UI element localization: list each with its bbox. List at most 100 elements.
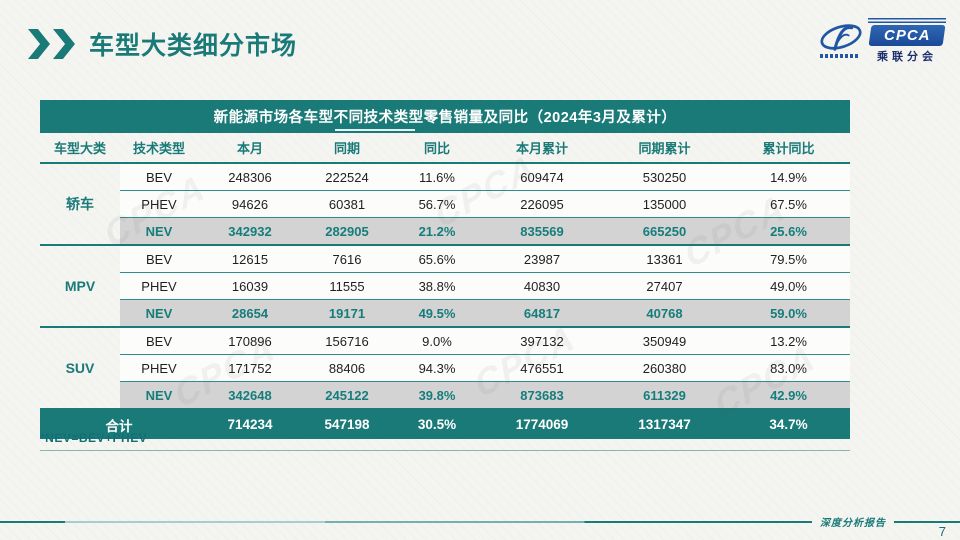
value-cell: 65.6% <box>392 245 482 273</box>
value-cell: 342648 <box>198 381 302 410</box>
table-title-band: 新能源市场各车型不同技术类型零售销量及同比（2024年3月及累计） <box>40 100 850 133</box>
footnote: *NEV=BEV+PHEV <box>40 431 148 445</box>
table-header-row: 车型大类 技术类型 本月 同期 同比 本月累计 同期累计 累计同比 <box>40 133 850 164</box>
value-cell: 222524 <box>302 163 392 191</box>
value-cell: 12615 <box>198 245 302 273</box>
table-total-row: 合计 714234 547198 30.5% 1774069 1317347 34.7% <box>40 409 850 439</box>
group-label-0: 轿车 <box>40 163 120 246</box>
value-cell: 835569 <box>482 217 602 246</box>
value-cell: 282905 <box>302 217 392 246</box>
value-cell: 9.0% <box>392 327 482 355</box>
total-value-cell: 30.5% <box>392 409 482 439</box>
value-cell: 611329 <box>602 381 727 410</box>
value-cell: 83.0% <box>727 354 850 382</box>
column-header: 累计同比 <box>727 133 850 164</box>
value-cell: 59.0% <box>727 299 850 328</box>
total-value-cell: 547198 <box>302 409 392 439</box>
value-cell: 19171 <box>302 299 392 328</box>
column-header: 同期累计 <box>602 133 727 164</box>
group-label-1: MPV <box>40 245 120 328</box>
cpca-wordmark: CPCA <box>868 25 946 46</box>
value-cell: 11555 <box>302 272 392 300</box>
value-cell: 39.8% <box>392 381 482 410</box>
value-cell: 27407 <box>602 272 727 300</box>
value-cell: 665250 <box>602 217 727 246</box>
tech-type-cell: NEV <box>120 217 198 246</box>
value-cell: 170896 <box>198 327 302 355</box>
value-cell: 28654 <box>198 299 302 328</box>
page-number: 7 <box>938 524 946 539</box>
value-cell: 21.2% <box>392 217 482 246</box>
table-row: NEV 342648 245122 39.8% 873683 611329 42.9% <box>40 381 850 410</box>
value-cell: 397132 <box>482 327 602 355</box>
logo-text-block: CPCA 乘联分会 <box>868 18 946 64</box>
value-cell: 49.5% <box>392 299 482 328</box>
tech-type-cell: NEV <box>120 299 198 328</box>
value-cell: 7616 <box>302 245 392 273</box>
value-cell: 56.7% <box>392 190 482 218</box>
footnote-underline <box>40 450 850 451</box>
value-cell: 248306 <box>198 163 302 191</box>
tech-type-cell: PHEV <box>120 354 198 382</box>
market-table: 新能源市场各车型不同技术类型零售销量及同比（2024年3月及累计） 车型大类 技术… <box>40 100 850 439</box>
value-cell: 40768 <box>602 299 727 328</box>
column-header: 本月 <box>198 133 302 164</box>
logo-small-text-bar <box>820 54 860 58</box>
value-cell: 14.9% <box>727 163 850 191</box>
value-cell: 16039 <box>198 272 302 300</box>
cpca-logo: CPCA 乘联分会 <box>818 18 946 70</box>
footer-line <box>0 521 812 523</box>
value-cell: 49.0% <box>727 272 850 300</box>
value-cell: 79.5% <box>727 245 850 273</box>
chevron-icon <box>28 29 50 59</box>
value-cell: 25.6% <box>727 217 850 246</box>
footer-report-label: 深度分析报告 <box>820 518 886 529</box>
tech-type-cell: BEV <box>120 245 198 273</box>
title-underline <box>335 129 415 131</box>
page-title: 车型大类细分市场 <box>89 32 298 60</box>
value-cell: 530250 <box>602 163 727 191</box>
value-cell: 13.2% <box>727 327 850 355</box>
value-cell: 171752 <box>198 354 302 382</box>
group-label-2: SUV <box>40 327 120 410</box>
value-cell: 135000 <box>602 190 727 218</box>
total-value-cell: 1317347 <box>602 409 727 439</box>
value-cell: 38.8% <box>392 272 482 300</box>
value-cell: 40830 <box>482 272 602 300</box>
cpca-swoosh-icon <box>818 18 864 62</box>
table-row: SUV BEV 170896 156716 9.0% 397132 350949 13.2% <box>40 327 850 410</box>
value-cell: 13361 <box>602 245 727 273</box>
value-cell: 476551 <box>482 354 602 382</box>
total-value-cell: 714234 <box>198 409 302 439</box>
logo-subtitle: 乘联分会 <box>877 51 937 63</box>
column-header: 同期 <box>302 133 392 164</box>
column-header: 同比 <box>392 133 482 164</box>
chevron-icon <box>53 29 75 59</box>
value-cell: 60381 <box>302 190 392 218</box>
total-label: 合计 <box>40 409 198 439</box>
value-cell: 23987 <box>482 245 602 273</box>
value-cell: 342932 <box>198 217 302 246</box>
table-row: NEV 28654 19171 49.5% 64817 40768 59.0% <box>40 299 850 328</box>
tech-type-cell: PHEV <box>120 272 198 300</box>
table-row: PHEV 171752 88406 94.3% 476551 260380 83.0% <box>40 354 850 382</box>
column-header: 本月累计 <box>482 133 602 164</box>
value-cell: 94.3% <box>392 354 482 382</box>
tech-type-cell: BEV <box>120 327 198 355</box>
table-title: 新能源市场各车型不同技术类型零售销量及同比（2024年3月及累计） <box>213 110 677 126</box>
logo-stripes <box>868 18 946 23</box>
table-row: 轿车 BEV 248306 222524 11.6% 609474 530250 14.9% <box>40 163 850 246</box>
slide-header: 车型大类细分市场 <box>28 26 297 62</box>
column-header: 技术类型 <box>120 133 198 164</box>
table-row: NEV 342932 282905 21.2% 835569 665250 25.6% <box>40 217 850 246</box>
value-cell: 873683 <box>482 381 602 410</box>
total-value-cell: 34.7% <box>727 409 850 439</box>
table-row: PHEV 16039 11555 38.8% 40830 27407 49.0% <box>40 272 850 300</box>
cpca-label: CPCA <box>883 27 931 44</box>
total-value-cell: 1774069 <box>482 409 602 439</box>
tech-type-cell: NEV <box>120 381 198 410</box>
value-cell: 88406 <box>302 354 392 382</box>
value-cell: 64817 <box>482 299 602 328</box>
footer-line <box>894 521 960 523</box>
table-row: MPV BEV 12615 7616 65.6% 23987 13361 79.5% <box>40 245 850 328</box>
